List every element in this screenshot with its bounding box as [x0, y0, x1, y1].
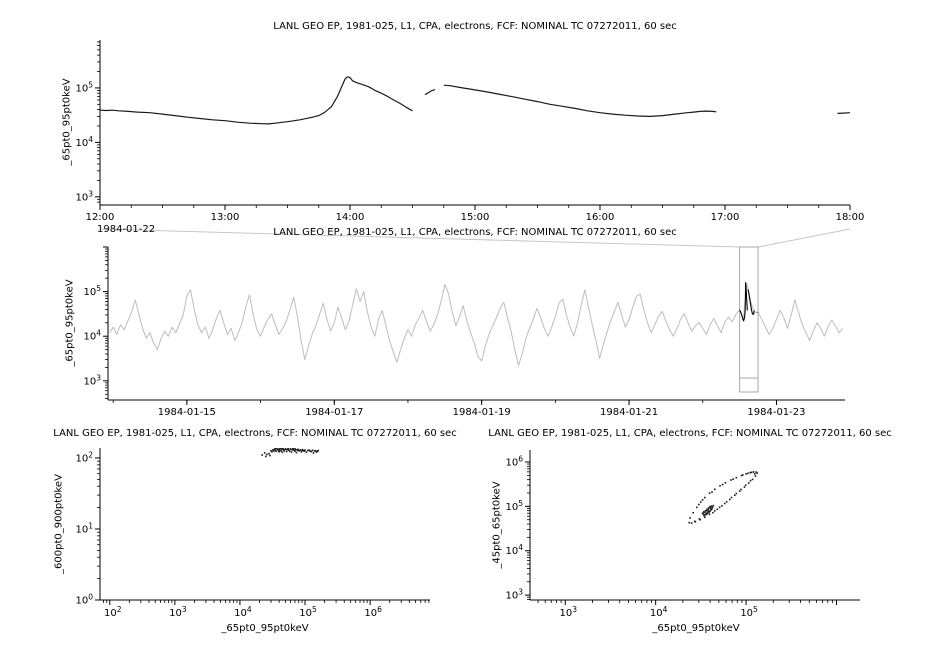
svg-text:106: 106: [505, 454, 523, 468]
panel-timeseries-context[interactable]: 103 104 105 1984-01-15 1984-01-17 1984-01-19 1…: [83, 246, 845, 418]
svg-text:104: 104: [234, 605, 252, 619]
panel4-xlabel: _65pt0_95pt0keV: [652, 623, 740, 634]
svg-text:104: 104: [505, 543, 523, 557]
panel-scatter-600-900[interactable]: 100 101 102 102 103 104 105 106: [75, 447, 430, 619]
svg-text:1984-01-22: 1984-01-22: [97, 224, 155, 235]
panel-timeseries-zoom[interactable]: 103 104 105 12:00 13:00 14:00 15:00 16:00 17:00 1…: [75, 40, 864, 235]
context-connectors: [99, 228, 851, 248]
panel2-title: LANL GEO EP, 1981-025, L1, CPA, electron…: [273, 227, 677, 238]
panel-scatter-45-65[interactable]: 103 104 105 106 103 104 105: [505, 450, 860, 619]
svg-text:103: 103: [505, 588, 523, 602]
svg-text:105: 105: [505, 499, 523, 513]
svg-text:1984-01-15: 1984-01-15: [158, 407, 216, 418]
svg-text:1984-01-23: 1984-01-23: [747, 407, 805, 418]
svg-text:104: 104: [650, 605, 668, 619]
panel4-ylabel: _45pt0_65pt0keV: [491, 481, 503, 569]
panel3-ylabel: _600pt0_900pt0keV: [53, 474, 65, 574]
svg-text:13:00: 13:00: [211, 212, 240, 223]
svg-text:103: 103: [83, 373, 101, 387]
panel2-ylabel: _65pt0_95pt0keV: [64, 279, 76, 367]
svg-text:105: 105: [83, 284, 101, 298]
panel1-ylabel: _65pt0_95pt0keV: [61, 78, 73, 166]
svg-text:14:00: 14:00: [336, 212, 365, 223]
svg-text:101: 101: [75, 521, 93, 535]
panel3-title: LANL GEO EP, 1981-025, L1, CPA, electron…: [53, 428, 457, 439]
svg-text:106: 106: [364, 605, 382, 619]
panel4-title: LANL GEO EP, 1981-025, L1, CPA, electron…: [488, 428, 892, 439]
svg-text:104: 104: [75, 135, 93, 149]
svg-text:103: 103: [560, 605, 578, 619]
svg-text:105: 105: [75, 80, 93, 94]
svg-text:16:00: 16:00: [586, 212, 615, 223]
svg-text:17:00: 17:00: [711, 212, 740, 223]
svg-text:102: 102: [75, 450, 93, 464]
svg-text:1984-01-19: 1984-01-19: [453, 407, 511, 418]
panel1-title: LANL GEO EP, 1981-025, L1, CPA, electron…: [273, 21, 677, 32]
svg-text:15:00: 15:00: [461, 212, 490, 223]
svg-text:1984-01-17: 1984-01-17: [305, 407, 363, 418]
panel3-xlabel: _65pt0_95pt0keV: [221, 623, 309, 634]
svg-text:105: 105: [740, 605, 758, 619]
svg-text:102: 102: [104, 605, 122, 619]
svg-text:12:00: 12:00: [86, 212, 115, 223]
svg-text:103: 103: [169, 605, 187, 619]
svg-text:103: 103: [75, 189, 93, 203]
svg-text:1984-01-21: 1984-01-21: [600, 407, 658, 418]
svg-text:100: 100: [75, 593, 93, 607]
svg-text:104: 104: [83, 329, 101, 343]
svg-text:105: 105: [299, 605, 317, 619]
svg-text:18:00: 18:00: [836, 212, 865, 223]
